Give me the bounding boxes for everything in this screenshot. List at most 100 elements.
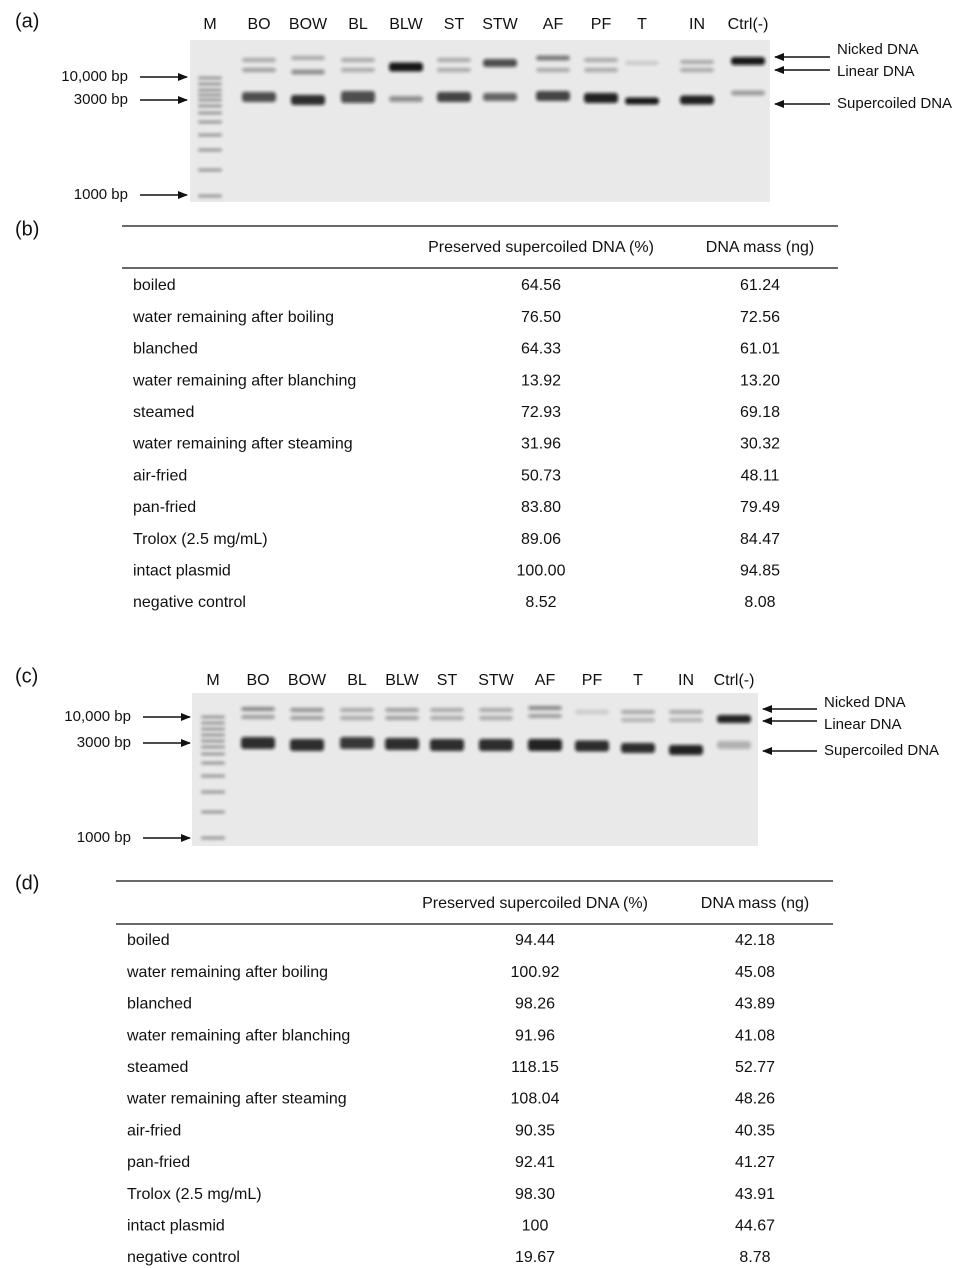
gel-band bbox=[241, 715, 275, 719]
row-label: negative control bbox=[127, 1249, 240, 1266]
band-type-label: Nicked DNA bbox=[837, 41, 919, 58]
band-type-label: Nicked DNA bbox=[824, 694, 906, 711]
lane-label: BLW bbox=[389, 16, 423, 33]
gel-band bbox=[389, 63, 423, 72]
cell: 84.47 bbox=[740, 531, 780, 548]
gel-band bbox=[621, 710, 655, 714]
gel-band bbox=[584, 58, 618, 62]
lane-label: T bbox=[633, 672, 643, 689]
row-label: blanched bbox=[133, 341, 198, 358]
gel-band bbox=[430, 708, 464, 712]
lane-label: AF bbox=[535, 672, 556, 689]
ladder-band bbox=[198, 89, 222, 92]
gel-band bbox=[669, 718, 703, 722]
cell: 94.85 bbox=[740, 563, 780, 580]
lane-label: IN bbox=[678, 672, 694, 689]
row-label: water remaining after blanching bbox=[126, 1027, 350, 1044]
cell: 30.32 bbox=[740, 436, 780, 453]
gel-band bbox=[341, 68, 375, 72]
gel-band bbox=[731, 57, 765, 65]
lane-label: ST bbox=[437, 672, 458, 689]
gel-band bbox=[717, 741, 751, 749]
ladder-band bbox=[201, 734, 225, 737]
gel-band bbox=[242, 92, 276, 102]
cell: 52.77 bbox=[735, 1059, 775, 1076]
row-label: water remaining after boiling bbox=[126, 964, 328, 981]
column-header: Preserved supercoiled DNA (%) bbox=[428, 239, 654, 256]
ladder-band bbox=[201, 746, 225, 749]
ladder-band bbox=[198, 134, 222, 137]
gel-band bbox=[437, 68, 471, 72]
row-label: water remaining after steaming bbox=[126, 1091, 347, 1108]
panel-label: (a) bbox=[15, 10, 39, 32]
cell: 64.56 bbox=[521, 277, 561, 294]
cell: 8.08 bbox=[744, 594, 775, 611]
size-marker: 1000 bp bbox=[77, 829, 131, 846]
ladder-band bbox=[198, 94, 222, 97]
row-label: air-fried bbox=[127, 1122, 181, 1139]
gel-band bbox=[430, 716, 464, 720]
row-label: steamed bbox=[127, 1059, 188, 1076]
ladder-band bbox=[201, 837, 225, 840]
ladder-band bbox=[198, 99, 222, 102]
size-marker: 10,000 bp bbox=[64, 708, 131, 725]
ladder-band bbox=[201, 716, 225, 719]
panel-label: (d) bbox=[15, 872, 39, 894]
cell: 8.52 bbox=[525, 594, 556, 611]
row-label: negative control bbox=[133, 594, 246, 611]
gel-band bbox=[625, 61, 659, 65]
ladder-band bbox=[201, 753, 225, 756]
gel-band bbox=[680, 60, 714, 64]
ladder-band bbox=[198, 77, 222, 80]
cell: 45.08 bbox=[735, 964, 775, 981]
lane-label: BL bbox=[347, 672, 367, 689]
ladder-band bbox=[198, 195, 222, 198]
cell: 100.00 bbox=[517, 563, 566, 580]
gel-band bbox=[528, 739, 562, 751]
cell: 98.30 bbox=[515, 1186, 555, 1203]
cell: 94.44 bbox=[515, 932, 555, 949]
gel-band bbox=[479, 739, 513, 751]
gel-band bbox=[242, 58, 276, 62]
cell: 31.96 bbox=[521, 436, 561, 453]
gel-band bbox=[731, 91, 765, 96]
gel-band bbox=[717, 715, 751, 723]
gel-band bbox=[536, 56, 570, 61]
gel-band bbox=[584, 93, 618, 103]
size-marker: 3000 bp bbox=[74, 91, 128, 108]
cell: 64.33 bbox=[521, 341, 561, 358]
gel-band bbox=[389, 96, 423, 102]
column-header: DNA mass (ng) bbox=[706, 239, 814, 256]
lane-label: STW bbox=[478, 672, 514, 689]
ladder-band bbox=[201, 811, 225, 814]
gel-band bbox=[575, 741, 609, 752]
lane-label: ST bbox=[444, 16, 465, 33]
gel-image bbox=[190, 40, 770, 202]
cell: 100 bbox=[522, 1218, 549, 1235]
gel-band bbox=[528, 706, 562, 710]
band-type-label: Linear DNA bbox=[837, 63, 915, 80]
band-type-label: Linear DNA bbox=[824, 716, 902, 733]
ladder-band bbox=[201, 722, 225, 725]
row-label: air-fried bbox=[133, 467, 187, 484]
cell: 48.26 bbox=[735, 1091, 775, 1108]
lane-label: PF bbox=[591, 16, 612, 33]
ladder-band bbox=[198, 121, 222, 124]
row-label: pan-fried bbox=[133, 499, 196, 516]
cell: 13.20 bbox=[740, 372, 780, 389]
panel-label: (c) bbox=[15, 665, 38, 687]
gel-band bbox=[483, 59, 517, 67]
gel-band bbox=[340, 716, 374, 720]
row-label: intact plasmid bbox=[133, 563, 231, 580]
cell: 72.56 bbox=[740, 309, 780, 326]
gel-band bbox=[341, 58, 375, 62]
gel-band bbox=[479, 708, 513, 712]
ladder-band bbox=[198, 83, 222, 86]
row-label: water remaining after steaming bbox=[132, 436, 353, 453]
figure: (a)MBOBOWBLBLWSTSTWAFPFTINCtrl(-)10,000 … bbox=[0, 0, 968, 1268]
cell: 13.92 bbox=[521, 372, 561, 389]
cell: 69.18 bbox=[740, 404, 780, 421]
band-type-label: Supercoiled DNA bbox=[837, 95, 952, 112]
lane-label: BO bbox=[246, 672, 269, 689]
ladder-band bbox=[201, 728, 225, 731]
